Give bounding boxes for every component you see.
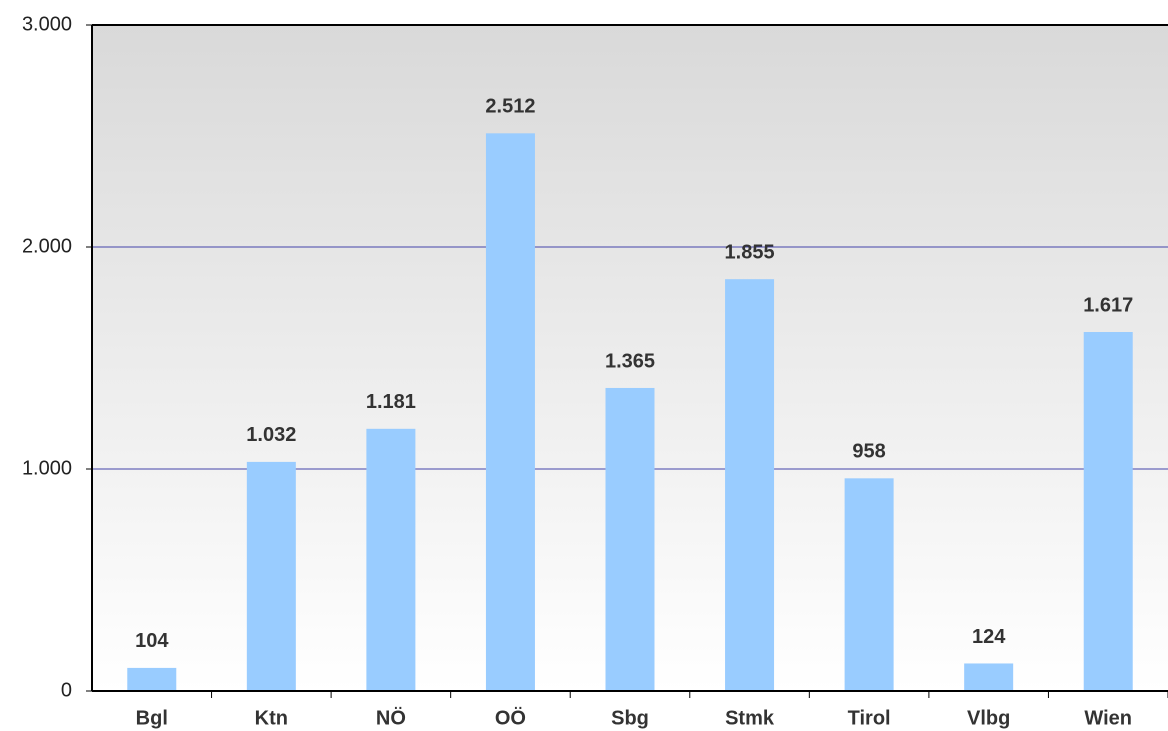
bar bbox=[844, 478, 894, 691]
data-label: 1.365 bbox=[605, 350, 655, 372]
bar bbox=[485, 133, 535, 691]
data-label: 1.181 bbox=[366, 391, 416, 413]
bar bbox=[605, 387, 655, 691]
x-tick-label: Bgl bbox=[136, 707, 168, 729]
data-label: 1.855 bbox=[725, 241, 775, 263]
y-tick-label: 1.000 bbox=[22, 457, 72, 479]
y-tick-label: 2.000 bbox=[22, 235, 72, 257]
data-label: 1.617 bbox=[1083, 294, 1133, 316]
x-tick-label: OÖ bbox=[495, 706, 526, 729]
x-tick-label: NÖ bbox=[376, 706, 406, 729]
y-tick-label: 0 bbox=[61, 679, 72, 701]
data-label: 104 bbox=[135, 630, 169, 652]
bar bbox=[366, 428, 416, 691]
bar bbox=[127, 667, 177, 691]
bar bbox=[246, 461, 296, 691]
data-label: 958 bbox=[852, 441, 885, 463]
x-tick-label: Tirol bbox=[848, 707, 891, 729]
x-tick-label: Wien bbox=[1084, 707, 1132, 729]
data-label: 2.512 bbox=[485, 96, 535, 118]
x-tick-label: Vlbg bbox=[967, 707, 1010, 729]
x-tick-label: Sbg bbox=[611, 707, 649, 729]
data-label: 124 bbox=[972, 626, 1006, 648]
y-tick-label: 3.000 bbox=[22, 13, 72, 35]
bar bbox=[964, 663, 1014, 691]
bar bbox=[1083, 332, 1133, 691]
data-label: 1.032 bbox=[246, 424, 296, 446]
x-tick-label: Stmk bbox=[725, 707, 775, 729]
x-tick-label: Ktn bbox=[255, 707, 288, 729]
bar bbox=[725, 279, 775, 691]
